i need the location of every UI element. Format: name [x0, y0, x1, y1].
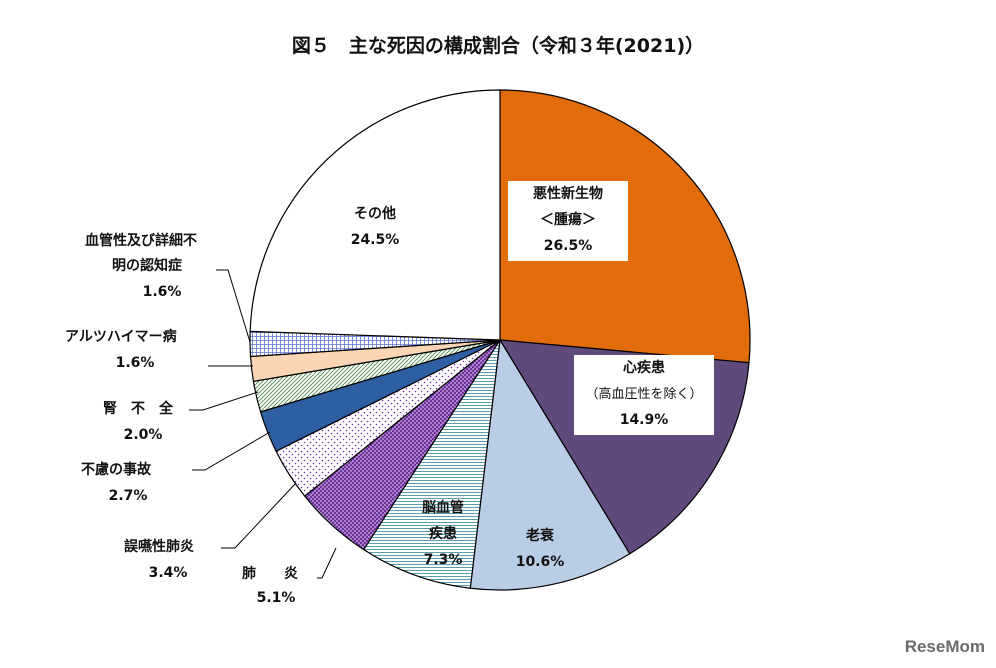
leader-line-accident: [192, 431, 271, 471]
chart-title: 図５ 主な死因の構成割合（令和３年(2021)）: [292, 34, 704, 57]
slice-label-cancer: 悪性新生物: [533, 185, 603, 202]
leader-line-vascular: [216, 269, 251, 343]
slice-label-accident: 不慮の事故: [81, 461, 152, 478]
slice-value-cancer: 26.5%: [544, 238, 593, 254]
slice-sublabel-vascular: 明の認知症: [112, 257, 182, 274]
slice-value-alzheimer: 1.6%: [116, 355, 155, 371]
slice-value-pneumonia: 5.1%: [257, 590, 296, 606]
slice-value-senility: 10.6%: [516, 554, 565, 570]
leader-line-renal: [189, 391, 259, 411]
slice-value-stroke: 7.3%: [424, 552, 463, 568]
slice-label-renal: 腎 不 全: [103, 400, 174, 417]
slice-value-renal: 2.0%: [124, 427, 163, 443]
pie-slice-stroke: [362, 339, 501, 589]
label-box-cancer: [508, 181, 628, 261]
pie-slice-senility: [469, 338, 631, 591]
leader-line-pneumonia: [317, 547, 337, 579]
watermark-logo: ReseMom: [905, 637, 985, 656]
slice-label-vascular: 血管性及び詳細不: [85, 232, 197, 249]
slice-value-other: 24.5%: [351, 232, 400, 248]
label-box-heart: [574, 355, 714, 435]
pie-slice-other: [249, 89, 501, 341]
leader-lines: [189, 269, 337, 579]
slice-label-aspiration: 誤嚥性肺炎: [124, 538, 194, 555]
slice-label-pneumonia: 肺 炎: [242, 566, 298, 582]
slice-sublabel-stroke: 疾患: [429, 525, 457, 542]
pie-slices: [249, 89, 751, 591]
slice-label-heart: 心疾患: [623, 359, 665, 376]
slice-label-senility: 老衰: [526, 527, 555, 544]
slice-value-heart: 14.9%: [620, 412, 669, 428]
leader-line-aspiration: [221, 482, 297, 549]
slice-label-alzheimer: アルツハイマー病: [65, 328, 177, 345]
slice-sublabel-heart: （高血圧性を除く）: [585, 386, 702, 402]
slice-labels: 悪性新生物 ＜腫瘍＞ 26.5% 心疾患 （高血圧性を除く） 14.9% 老衰 10.6% 脳血…: [65, 181, 714, 606]
slice-label-other: その他: [354, 205, 396, 222]
slice-value-aspiration: 3.4%: [149, 565, 188, 581]
slice-sublabel-cancer: ＜腫瘍＞: [540, 211, 596, 228]
slice-value-vascular: 1.6%: [143, 284, 182, 300]
slice-value-accident: 2.7%: [109, 488, 148, 504]
slice-label-stroke: 脳血管: [422, 499, 464, 516]
